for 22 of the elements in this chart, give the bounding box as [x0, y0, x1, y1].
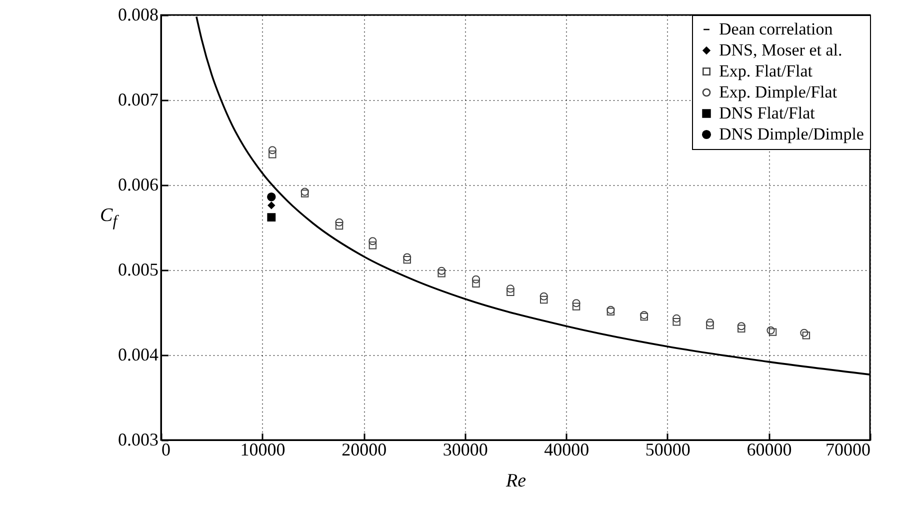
x-tick-label: 50000	[645, 440, 690, 460]
x-tick-label: 20000	[342, 440, 387, 460]
y-tick-label: 0.004	[118, 344, 158, 364]
legend-label: DNS Flat/Flat	[719, 104, 816, 122]
y-axis-title: C$_{f}$	[100, 205, 118, 231]
legend-label: Dean correlation	[719, 20, 834, 38]
x-tick-label: 0	[162, 440, 170, 460]
x-tick-label: 70000	[826, 440, 870, 460]
x-tick-label: 10000	[240, 440, 286, 460]
legend-label: DNS Dimple/Dimple	[719, 124, 864, 144]
legend-label: Exp. Dimple/Flat	[719, 82, 838, 102]
y-tick-label: 0.005	[118, 260, 158, 280]
y-tick-label: 0.008	[118, 4, 158, 24]
x-tick-label: 40000	[544, 440, 590, 460]
legend-label: Exp. Flat/Flat	[719, 62, 813, 80]
y-tick-label: 0.006	[118, 174, 158, 194]
x-tick-label: 30000	[442, 440, 488, 460]
y-tick-label: 0.003	[118, 430, 158, 450]
x-tick-label: 60000	[746, 440, 792, 460]
legend-label: DNS, Moser et al.	[719, 40, 842, 60]
y-tick-label: 0.007	[118, 90, 158, 110]
x-axis-title: Re	[504, 470, 526, 492]
